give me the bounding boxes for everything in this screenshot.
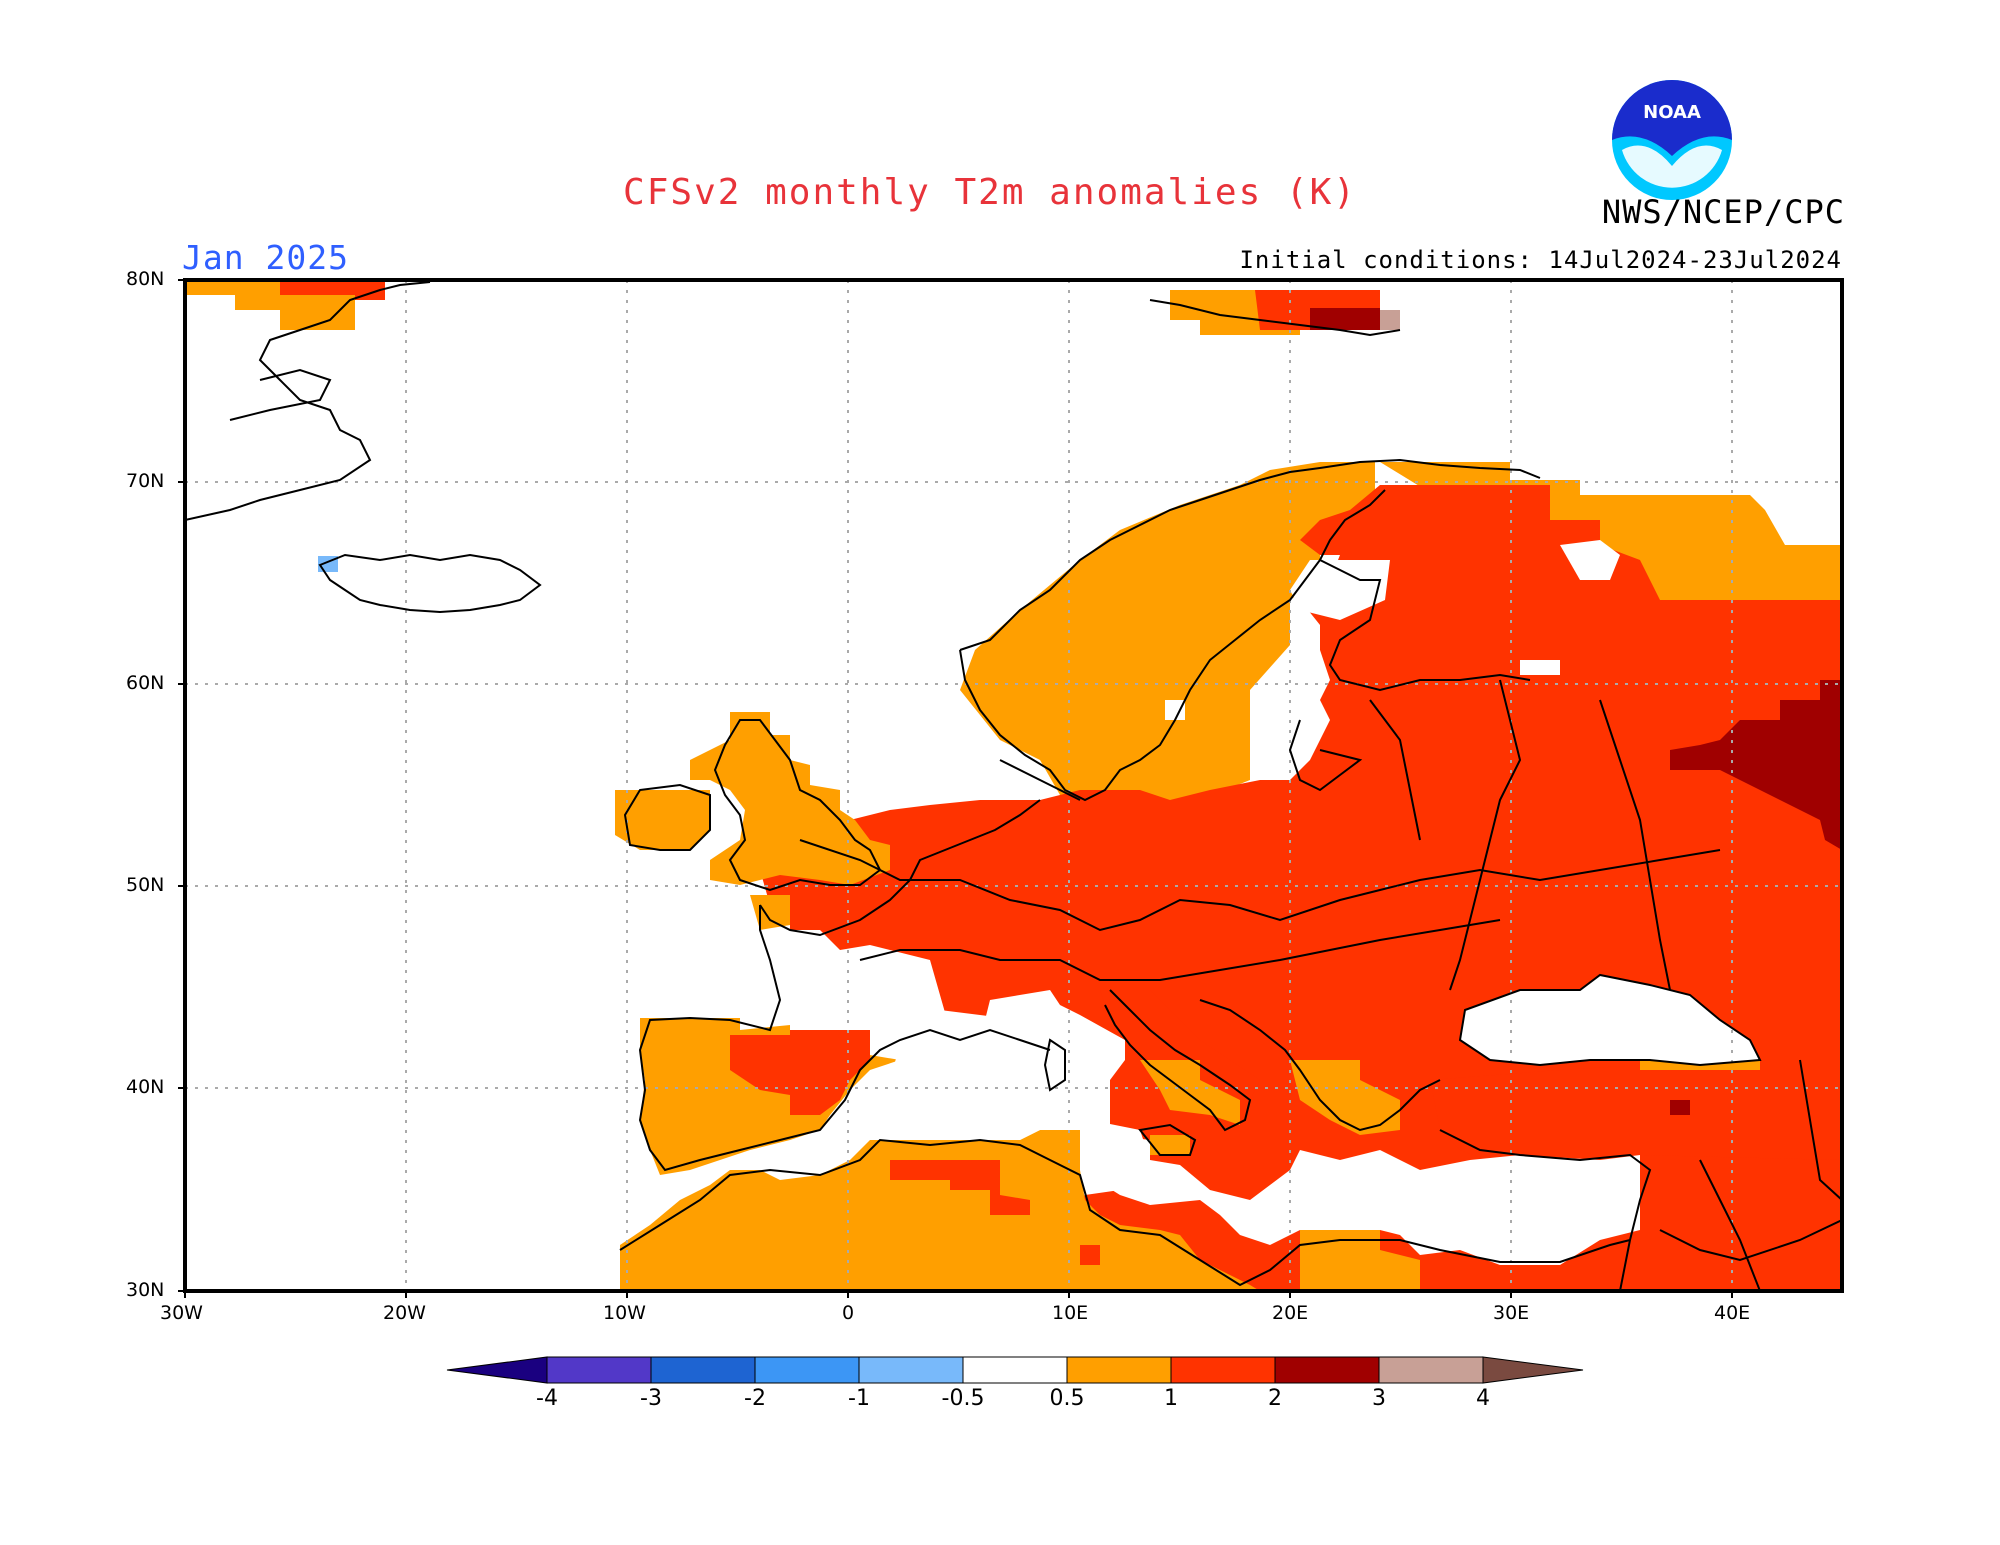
anomaly-fill-layer	[185, 280, 1842, 1291]
agency-label: NWS/NCEP/CPC	[1601, 193, 1845, 231]
noaa-logo: NOAA	[1612, 80, 1732, 200]
legend-label: -3	[640, 1386, 662, 1411]
legend-swatch	[446, 1356, 548, 1384]
anomaly-region	[1080, 1245, 1100, 1265]
legend-label: -4	[536, 1386, 558, 1411]
anomaly-region	[1100, 990, 1260, 1100]
lon-tick-label: 40E	[1714, 1302, 1751, 1324]
anomaly-region	[730, 1030, 870, 1115]
logo-lettering: NOAA	[1643, 102, 1701, 123]
anomaly-region	[960, 462, 1385, 810]
legend-label: -0.5	[941, 1386, 985, 1411]
anomaly-region	[1380, 310, 1400, 330]
legend-swatch	[1482, 1356, 1584, 1384]
anomaly-hole	[1560, 540, 1620, 580]
legend-swatch	[858, 1356, 964, 1384]
anomaly-region	[750, 895, 790, 930]
legend-label: 2	[1268, 1386, 1282, 1411]
legend-label: -2	[744, 1386, 766, 1411]
legend-swatch	[754, 1356, 860, 1384]
legend-label: 4	[1476, 1386, 1490, 1411]
anomaly-hole	[1290, 560, 1390, 620]
anomaly-region	[1300, 1230, 1420, 1290]
legend-label: -1	[848, 1386, 870, 1411]
lon-tick-label: 0	[842, 1302, 855, 1324]
anomaly-region	[890, 1160, 1030, 1215]
anomaly-region	[690, 712, 890, 885]
legend-swatch	[1066, 1356, 1172, 1384]
anomaly-region	[1670, 1100, 1690, 1115]
lat-tick-label: 30N	[126, 1279, 165, 1301]
forecast-month: Jan 2025	[182, 238, 349, 277]
lat-tick-label: 50N	[126, 874, 165, 896]
lon-tick-label: 20W	[383, 1302, 426, 1324]
legend-swatch	[1378, 1356, 1484, 1384]
anomaly-region	[1430, 1050, 1842, 1165]
lat-tick-label: 80N	[126, 268, 165, 290]
lon-tick-label: 30W	[160, 1302, 203, 1324]
initial-conditions: Initial conditions: 14Jul2024-23Jul2024	[1239, 246, 1842, 274]
anomaly-region	[1620, 1160, 1842, 1291]
lon-tick-label: 20E	[1272, 1302, 1309, 1324]
anomaly-region	[280, 280, 385, 300]
legend-label: 1	[1164, 1386, 1178, 1411]
legend-label: 3	[1372, 1386, 1386, 1411]
anomaly-hole	[1165, 700, 1185, 720]
map-frame	[183, 278, 1844, 1293]
legend-swatch	[962, 1356, 1068, 1384]
lon-tick-label: 10W	[603, 1302, 646, 1324]
graticule	[185, 280, 1842, 1291]
anomaly-region	[1290, 1060, 1400, 1135]
anomaly-hole	[1460, 975, 1760, 1065]
lon-tick-label: 30E	[1493, 1302, 1530, 1324]
legend-label: 0.5	[1049, 1386, 1085, 1411]
anomaly-hole	[870, 1010, 1640, 1265]
map-title: CFSv2 monthly T2m anomalies (K)	[623, 172, 1357, 213]
anomaly-hole	[1520, 660, 1560, 675]
lon-tick-label: 10E	[1052, 1302, 1089, 1324]
anomaly-region	[615, 790, 710, 850]
legend-swatch	[1274, 1356, 1380, 1384]
legend-swatch	[546, 1356, 652, 1384]
coastlines	[185, 281, 1842, 1291]
anomaly-region	[1150, 1135, 1190, 1155]
lat-tick-label: 40N	[126, 1076, 165, 1098]
lat-tick-label: 70N	[126, 470, 165, 492]
anomaly-region	[1670, 680, 1842, 850]
lat-tick-label: 60N	[126, 672, 165, 694]
legend-swatch	[650, 1356, 756, 1384]
anomaly-region	[1310, 308, 1380, 330]
color-legend	[446, 1356, 1584, 1384]
legend-swatch	[1170, 1356, 1276, 1384]
